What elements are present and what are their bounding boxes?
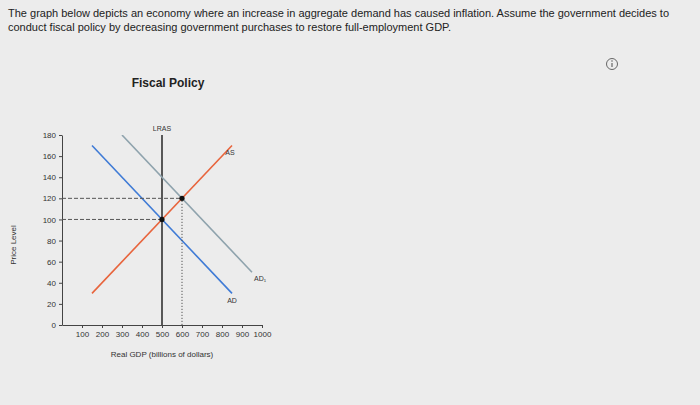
y-axis: 0 20 40 60 80 100 120 140 160 180 xyxy=(43,131,63,330)
info-icon-dot xyxy=(611,60,613,62)
curve xyxy=(161,135,163,325)
x-tick-label: 600 xyxy=(176,330,190,339)
y-tick-mark xyxy=(59,156,62,157)
title: Fiscal Policy xyxy=(132,76,205,90)
equilibrium-point xyxy=(179,196,184,201)
x-tick-label: 800 xyxy=(216,330,230,339)
x-tick-mark xyxy=(142,325,143,328)
y-axis-title: Price Level xyxy=(9,225,18,265)
x-tick-label: 400 xyxy=(136,330,150,339)
plot-area xyxy=(62,135,252,325)
curve xyxy=(122,135,252,272)
x-tick-mark xyxy=(222,325,223,328)
y-axis-line xyxy=(62,136,63,326)
x-tick-label: 300 xyxy=(116,330,130,339)
y-tick-label: 0 xyxy=(52,321,57,330)
y-tick-mark xyxy=(59,198,62,199)
y-tick: 20 xyxy=(47,300,62,309)
reference-line xyxy=(182,198,183,325)
y-tick-mark xyxy=(59,219,62,220)
y-tick: 160 xyxy=(43,152,62,161)
y-tick-mark xyxy=(59,262,62,263)
x-tick: 300 xyxy=(116,325,130,339)
x-tick: 700 xyxy=(196,325,210,339)
reference-line xyxy=(62,198,182,199)
x-tick: 500 xyxy=(156,325,170,339)
series-label: AD xyxy=(227,297,237,304)
x-tick-label: 500 xyxy=(156,330,170,339)
y-tick: 140 xyxy=(43,173,62,182)
x-tick-mark xyxy=(182,325,183,328)
x-tick-mark xyxy=(122,325,123,328)
x-tick: 600 xyxy=(176,325,190,339)
y-tick-mark xyxy=(59,177,62,178)
x-axis: 100 200 300 400 500 600 700 800 900 1000 xyxy=(63,325,272,339)
info-icon xyxy=(607,59,618,70)
series-label: AS xyxy=(225,149,235,156)
description: The graph below depicts an economy where… xyxy=(8,6,692,34)
reference-line xyxy=(62,219,162,220)
x-tick-mark xyxy=(102,325,103,328)
y-tick-label: 80 xyxy=(47,237,56,246)
info-icon-stem xyxy=(611,63,612,67)
x-tick-mark xyxy=(202,325,203,328)
y-tick-label: 180 xyxy=(43,131,57,140)
x-tick-label: 700 xyxy=(196,330,210,339)
y-tick-label: 100 xyxy=(43,216,57,225)
y-tick-label: 40 xyxy=(47,279,56,288)
y-tick: 80 xyxy=(47,237,62,246)
y-tick-label: 120 xyxy=(43,194,57,203)
chart: Fiscal Policy100200300400500600700800900… xyxy=(0,0,700,405)
x-tick-label: 200 xyxy=(96,330,110,339)
y-tick-mark xyxy=(59,325,62,326)
x-tick: 800 xyxy=(216,325,230,339)
x-tick: 200 xyxy=(96,325,110,339)
y-tick-label: 160 xyxy=(43,152,57,161)
x-tick-label: 1000 xyxy=(254,330,272,339)
y-tick-mark xyxy=(59,135,62,136)
y-tick: 60 xyxy=(47,258,62,267)
y-tick-label: 140 xyxy=(43,173,57,182)
y-tick-label: 60 xyxy=(47,258,56,267)
x-tick: 900 xyxy=(236,325,250,339)
x-tick-mark xyxy=(262,325,263,328)
y-tick: 100 xyxy=(43,216,62,225)
x-tick: 1000 xyxy=(254,325,272,339)
y-tick: 120 xyxy=(43,194,62,203)
x-tick-mark xyxy=(82,325,83,328)
x-tick-label: 100 xyxy=(76,330,90,339)
y-tick-mark xyxy=(59,241,62,242)
x-tick-label: 900 xyxy=(236,330,250,339)
y-tick: 40 xyxy=(47,279,62,288)
series-labels: LRAS AS AD AD₁ xyxy=(153,125,267,304)
x-tick-mark xyxy=(162,325,163,328)
y-tick-mark xyxy=(59,304,62,305)
x-tick-mark xyxy=(242,325,243,328)
y-tick: 0 xyxy=(52,321,62,330)
equilibrium-point xyxy=(159,217,164,222)
series-label: AD₁ xyxy=(254,275,267,282)
x-tick: 100 xyxy=(76,325,90,339)
y-tick: 180 xyxy=(43,131,62,140)
y-tick-mark xyxy=(59,283,62,284)
info-icon-circle xyxy=(607,59,618,70)
y-tick-label: 20 xyxy=(47,300,56,309)
x-tick: 400 xyxy=(136,325,150,339)
series-label: LRAS xyxy=(153,125,172,132)
x-axis-title: Real GDP (billions of dollars) xyxy=(111,350,214,359)
